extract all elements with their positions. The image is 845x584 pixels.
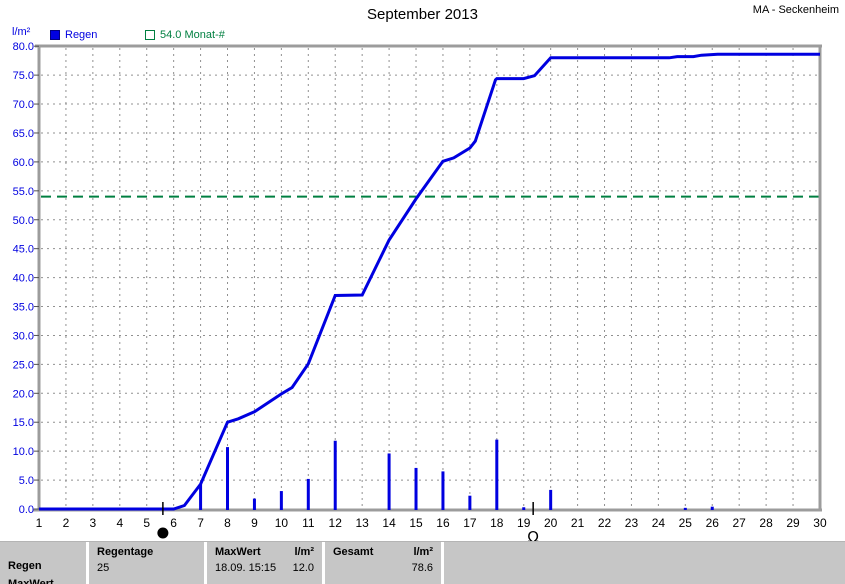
legend-item-monat: 54.0 Monat-# (145, 29, 225, 41)
svg-text:24: 24 (652, 516, 666, 530)
svg-text:10: 10 (275, 516, 289, 530)
svg-text:19: 19 (517, 516, 531, 530)
svg-text:3: 3 (90, 516, 97, 530)
svg-text:22: 22 (598, 516, 612, 530)
svg-text:27: 27 (733, 516, 747, 530)
regentage-cell: Regentage 25 (89, 542, 204, 584)
chart-title: September 2013 (367, 6, 478, 23)
svg-text:6: 6 (170, 516, 177, 530)
svg-text:28: 28 (759, 516, 773, 530)
svg-text:75.0: 75.0 (13, 70, 34, 82)
svg-text:40.0: 40.0 (13, 273, 34, 285)
moon-markers-layer: Ω (157, 502, 539, 541)
cumulative-rain-line (39, 52, 820, 511)
svg-text:2: 2 (63, 516, 70, 530)
y-axis-unit-label: l/m² (12, 26, 31, 38)
svg-text:4: 4 (116, 516, 123, 530)
svg-text:10.0: 10.0 (13, 446, 34, 458)
svg-text:65.0: 65.0 (13, 128, 34, 140)
svg-text:0.0: 0.0 (19, 504, 34, 516)
maxwert-cell: MaxWert l/m² 18.09. 15:15 12.0 (207, 542, 322, 584)
svg-text:7: 7 (197, 516, 204, 530)
svg-text:25: 25 (679, 516, 693, 530)
svg-text:8: 8 (224, 516, 231, 530)
svg-text:15.0: 15.0 (13, 417, 34, 429)
station-label: MA - Seckenheim (752, 4, 839, 16)
svg-text:26: 26 (706, 516, 720, 530)
chart-plot: 0.0 5.0 10.0 15.0 20.0 25.0 30.0 35.0 40.0 45.0 50… (13, 41, 827, 541)
svg-text:55.0: 55.0 (13, 186, 34, 198)
svg-text:11: 11 (302, 516, 315, 530)
svg-text:25.0: 25.0 (13, 359, 34, 371)
bars-layer (199, 439, 714, 510)
svg-text:50.0: 50.0 (13, 215, 34, 227)
svg-text:70.0: 70.0 (13, 99, 34, 111)
maxwert-header: MaxWert (215, 546, 261, 558)
svg-text:16: 16 (436, 516, 450, 530)
grid-layer (41, 48, 819, 508)
gesamt-cell: Gesamt l/m² 78.6 (325, 542, 441, 584)
gesamt-header: Gesamt (333, 546, 374, 558)
svg-text:20.0: 20.0 (13, 388, 34, 400)
svg-text:21: 21 (571, 516, 585, 530)
cumulative-line-layer (39, 52, 820, 511)
svg-text:1: 1 (36, 516, 43, 530)
svg-text:30.0: 30.0 (13, 330, 34, 342)
row-label-maxwert: MaxWert (8, 578, 54, 584)
monat-legend-label: 54.0 Monat-# (160, 29, 225, 41)
svg-text:35.0: 35.0 (13, 302, 34, 314)
svg-text:5.0: 5.0 (19, 475, 34, 487)
gesamt-unit-header: l/m² (413, 546, 433, 558)
svg-text:15: 15 (409, 516, 423, 530)
axis-labels-layer: 0.0 5.0 10.0 15.0 20.0 25.0 30.0 35.0 40.0 45.0 50… (13, 41, 827, 530)
svg-text:60.0: 60.0 (13, 157, 34, 169)
axis-layer (33, 44, 822, 512)
regentage-value: 25 (97, 562, 110, 574)
svg-text:45.0: 45.0 (13, 244, 34, 256)
svg-text:5: 5 (143, 516, 150, 530)
empty-cell (444, 542, 845, 584)
svg-text:17: 17 (463, 516, 477, 530)
regentage-header: Regentage (97, 546, 154, 558)
maxwert-unit-header: l/m² (294, 546, 314, 558)
svg-text:18: 18 (490, 516, 504, 530)
maxwert-datetime: 18.09. 15:15 (215, 562, 277, 574)
svg-text:12: 12 (329, 516, 343, 530)
summary-table: Regen MaxWert Regentage 25 MaxWert l/m² … (0, 541, 845, 584)
full-moon-icon: Ω (527, 528, 538, 541)
svg-text:9: 9 (251, 516, 258, 530)
svg-text:80.0: 80.0 (13, 41, 34, 53)
monat-swatch-icon (145, 30, 155, 40)
maxwert-amount: 12.0 (292, 562, 314, 574)
legend-item-regen: Regen (50, 29, 97, 41)
svg-text:29: 29 (786, 516, 800, 530)
regen-legend-label: Regen (65, 29, 98, 41)
row-label-cell: Regen MaxWert (0, 542, 86, 584)
svg-text:30: 30 (813, 516, 827, 530)
svg-text:13: 13 (355, 516, 369, 530)
svg-text:23: 23 (625, 516, 639, 530)
regen-swatch-icon (50, 30, 60, 40)
new-moon-icon (157, 527, 169, 539)
row-label-regen: Regen (8, 560, 42, 572)
gesamt-amount: 78.6 (411, 562, 433, 574)
svg-text:14: 14 (382, 516, 396, 530)
svg-text:20: 20 (544, 516, 558, 530)
